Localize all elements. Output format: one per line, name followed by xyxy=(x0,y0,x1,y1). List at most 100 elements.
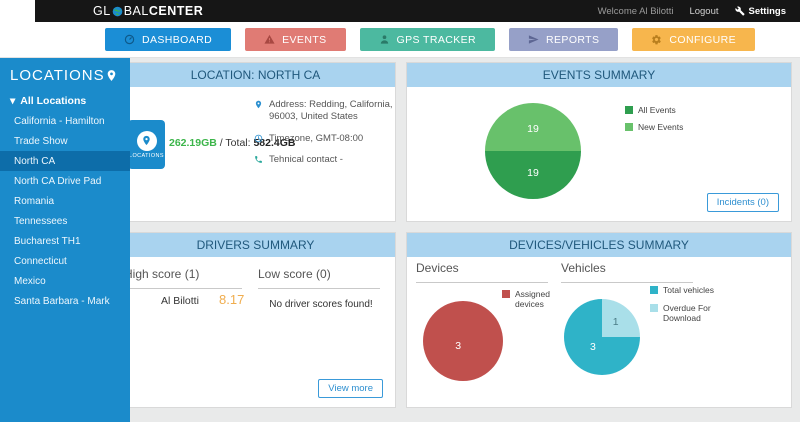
drivers-summary-panel: DRIVERS SUMMARY High score (1) Low score… xyxy=(115,232,396,408)
address-row: Address: Redding, California, 96003, Uni… xyxy=(254,99,394,124)
location-details: Address: Redding, California, 96003, Uni… xyxy=(254,99,394,166)
nav-configure-label: CONFIGURE xyxy=(669,33,737,46)
brand-logo: GL BAL CENTER xyxy=(93,4,203,18)
storage-used-value: 262.19GB xyxy=(169,137,217,149)
new-events-label: New Events xyxy=(638,122,684,132)
vehicles-overdue-label: 1 xyxy=(612,315,619,328)
new-events-swatch xyxy=(625,123,633,131)
sidebar-item-all-locations[interactable]: ▾ All Locations xyxy=(0,91,130,111)
legend-assigned-devices: Assigned devices xyxy=(502,289,562,309)
logout-link[interactable]: Logout xyxy=(689,5,719,17)
location-pin-icon xyxy=(105,69,118,82)
view-more-button[interactable]: View more xyxy=(318,379,383,398)
nav-reports-button[interactable]: REPORTS xyxy=(509,28,619,51)
location-pin-icon xyxy=(254,100,263,124)
sidebar-item-santa-barbara-mark[interactable]: Santa Barbara - Mark xyxy=(14,295,110,307)
nav-dashboard-label: DASHBOARD xyxy=(142,33,213,46)
high-score-header: High score (1) xyxy=(124,267,242,289)
devices-pie-label: 3 xyxy=(455,339,462,352)
settings-button[interactable]: Settings xyxy=(734,6,786,17)
location-pin-icon xyxy=(136,130,157,151)
person-icon xyxy=(379,34,390,45)
nav-dashboard-button[interactable]: DASHBOARD xyxy=(105,28,232,51)
driver-name[interactable]: Al Bilotti xyxy=(161,295,199,307)
sidebar-item-bucharest-th1[interactable]: Bucharest TH1 xyxy=(14,235,81,247)
sidebar-item-romania[interactable]: Romania xyxy=(14,195,55,207)
sidebar-item-tennessees[interactable]: Tennessees xyxy=(14,215,68,227)
sidebar-item-mexico[interactable]: Mexico xyxy=(14,275,46,287)
nav-gps-tracker-button[interactable]: GPS TRACKER xyxy=(359,28,496,51)
overdue-download-label: Overdue For Download xyxy=(663,303,711,323)
brand-text-bal: BAL xyxy=(123,4,149,18)
events-summary-panel: EVENTS SUMMARY 19 19 All Events New Even… xyxy=(406,62,792,222)
legend-all-events: All Events xyxy=(625,105,683,115)
sidebar-item-california-hamilton[interactable]: California - Hamilton xyxy=(14,115,105,127)
contact-text: Tehnical contact - xyxy=(269,154,343,166)
legend-overdue-download: Overdue For Download xyxy=(650,303,716,323)
legend-total-vehicles: Total vehicles xyxy=(650,285,716,295)
low-score-header: Low score (0) xyxy=(258,267,380,289)
location-panel: LOCATION: NORTH CA 262.19GB / Total: 582… xyxy=(115,62,396,222)
overdue-download-swatch xyxy=(650,304,658,312)
vehicles-subheader: Vehicles xyxy=(561,261,693,283)
driver-score: 8.17 xyxy=(219,292,245,307)
devices-pie-chart[interactable]: 3 xyxy=(423,301,503,381)
events-panel-title: EVENTS SUMMARY xyxy=(407,63,791,87)
assigned-devices-swatch xyxy=(502,290,510,298)
sidebar-item-north-ca[interactable]: North CA xyxy=(0,151,130,171)
top-left-gap xyxy=(0,0,35,22)
sidebar-item-north-ca-drive-pad[interactable]: North CA Drive Pad xyxy=(14,175,102,187)
timezone-text: Timezone, GMT-08:00 xyxy=(269,132,364,144)
wrench-icon xyxy=(734,6,745,16)
address-text: Address: Redding, California, 96003, Uni… xyxy=(269,99,393,123)
storage-total-value: 582.4GB xyxy=(253,137,296,149)
globe-icon xyxy=(111,6,124,17)
paper-plane-icon xyxy=(528,34,539,45)
topbar: GL BAL CENTER Welcome Al Bilotti Logout xyxy=(35,0,800,22)
devices-panel-title: DEVICES/VEHICLES SUMMARY xyxy=(407,233,791,257)
devices-subheader: Devices xyxy=(416,261,548,283)
sidebar-item-trade-show[interactable]: Trade Show xyxy=(14,135,68,147)
mini-badge-label: LOCATIONS xyxy=(129,152,164,159)
nav-events-label: EVENTS xyxy=(282,33,327,46)
incidents-button[interactable]: Incidents (0) xyxy=(706,193,779,212)
main-nav: DASHBOARD EVENTS GPS TRACKER xyxy=(0,22,800,58)
drivers-panel-title: DRIVERS SUMMARY xyxy=(116,233,395,257)
nav-configure-button[interactable]: CONFIGURE xyxy=(632,28,756,51)
nav-gps-tracker-label: GPS TRACKER xyxy=(396,33,477,46)
gear-icon xyxy=(651,34,662,45)
events-legend: All Events New Events xyxy=(625,105,683,132)
dashboard-gauge-icon xyxy=(124,34,135,45)
sidebar-header: LOCATIONS xyxy=(0,58,130,91)
locations-sidebar: LOCATIONS ▾ All Locations California - H… xyxy=(0,58,130,422)
events-pie-bottom-label: 19 xyxy=(527,167,539,180)
brand-text-center: CENTER xyxy=(148,4,204,18)
vehicles-pie-chart[interactable]: 1 3 xyxy=(564,299,640,375)
nav-events-button[interactable]: EVENTS xyxy=(245,28,346,51)
locations-mini-badge[interactable]: LOCATIONS xyxy=(128,120,165,169)
clock-icon xyxy=(254,134,263,145)
all-events-label: All Events xyxy=(638,105,676,115)
topbar-right: Welcome Al Bilotti Logout Settings xyxy=(598,6,800,17)
phone-icon xyxy=(254,155,263,166)
devices-legend: Assigned devices xyxy=(502,289,562,309)
sidebar-item-connecticut[interactable]: Connecticut xyxy=(14,255,67,267)
vehicles-pie-label: 3 xyxy=(589,340,596,353)
no-scores-message: No driver scores found! xyxy=(269,299,373,310)
legend-new-events: New Events xyxy=(625,122,683,132)
events-pie-top-label: 19 xyxy=(527,122,539,135)
warning-triangle-icon xyxy=(264,34,275,45)
brand-text-gl: GL xyxy=(93,4,111,18)
storage-separator: / Total: xyxy=(216,137,254,149)
chevron-down-icon: ▾ xyxy=(10,95,16,107)
total-vehicles-label: Total vehicles xyxy=(663,285,715,295)
all-events-swatch xyxy=(625,106,633,114)
events-pie-chart[interactable]: 19 19 xyxy=(485,103,581,199)
welcome-text: Welcome Al Bilotti xyxy=(597,5,674,17)
all-locations-label: All Locations xyxy=(20,95,87,107)
storage-usage: 262.19GB / Total: 582.4GB xyxy=(169,137,295,149)
sidebar-title: LOCATIONS xyxy=(10,67,105,84)
location-panel-title: LOCATION: NORTH CA xyxy=(116,63,395,87)
total-vehicles-swatch xyxy=(650,286,658,294)
